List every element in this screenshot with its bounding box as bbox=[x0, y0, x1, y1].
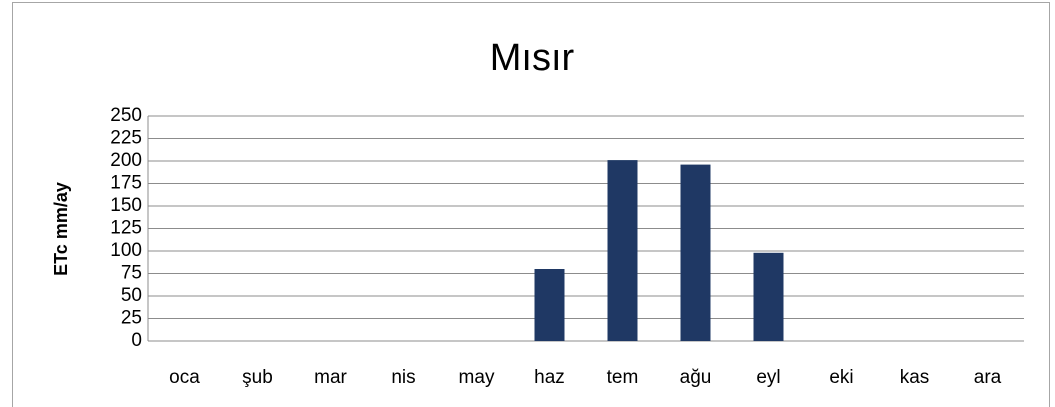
y-tick-label: 25 bbox=[121, 308, 142, 329]
y-tick-label: 200 bbox=[110, 150, 142, 171]
chart-title: Mısır bbox=[490, 37, 575, 79]
y-tick-label: 225 bbox=[110, 128, 142, 149]
y-tick-label: 250 bbox=[110, 105, 142, 126]
x-tick-label: şub bbox=[242, 367, 273, 388]
y-tick-label: 175 bbox=[110, 173, 142, 194]
y-tick-label: 0 bbox=[131, 330, 142, 351]
chart-border bbox=[12, 2, 1050, 407]
y-tick-label: 150 bbox=[110, 195, 142, 216]
x-tick-label: tem bbox=[607, 367, 639, 388]
y-tick-label: 75 bbox=[121, 263, 142, 284]
x-tick-label: eyl bbox=[756, 367, 780, 388]
x-tick-label: mar bbox=[314, 367, 347, 388]
bar bbox=[680, 164, 711, 341]
y-axis-label: ETc mm/ay bbox=[51, 182, 71, 276]
x-tick-label: ara bbox=[974, 367, 1002, 388]
x-tick-label: may bbox=[459, 367, 495, 388]
y-tick-label: 125 bbox=[110, 218, 142, 239]
x-tick-label: oca bbox=[169, 367, 200, 388]
x-tick-label: haz bbox=[534, 367, 565, 388]
x-tick-label: nis bbox=[391, 367, 415, 388]
bar bbox=[534, 269, 565, 341]
bar bbox=[607, 160, 638, 341]
y-tick-label: 100 bbox=[110, 240, 142, 261]
y-tick-label: 50 bbox=[121, 285, 142, 306]
bar bbox=[753, 252, 784, 341]
x-tick-label: eki bbox=[829, 367, 853, 388]
x-tick-label: ağu bbox=[680, 367, 712, 388]
x-tick-label: kas bbox=[900, 367, 930, 388]
